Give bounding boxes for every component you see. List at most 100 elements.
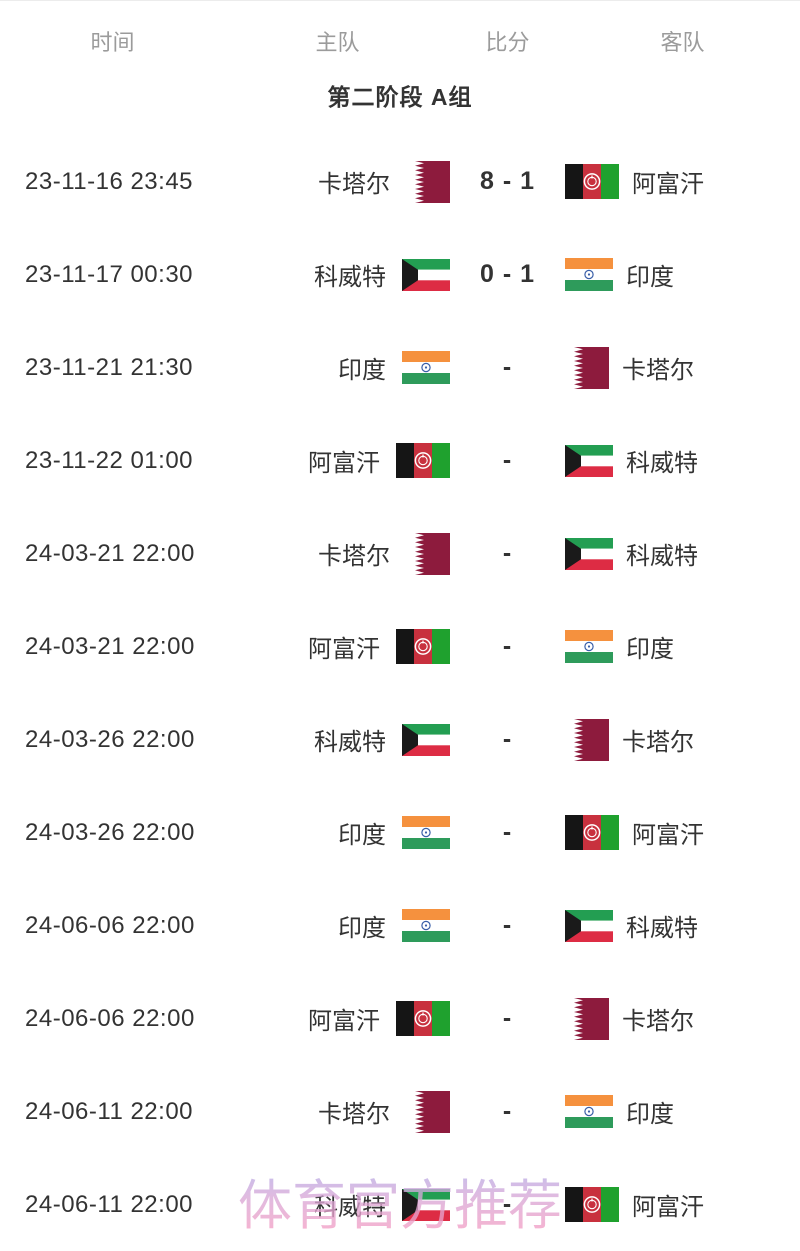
away-team: 阿富汗 [565,815,800,850]
qatar-flag-icon [565,346,609,389]
column-header-time: 时间 [90,30,135,55]
home-team: 卡塔尔 [225,532,450,575]
column-header-score: 比分 [485,30,530,55]
away-team: 卡塔尔 [565,718,800,761]
match-time: 24-06-06 22:00 [25,1004,195,1032]
kuwait-flag-icon [402,723,450,756]
home-team-name: 阿富汗 [308,450,380,477]
match-row[interactable]: 23-11-21 21:30 印度 - 卡塔尔 [0,321,800,414]
home-team: 卡塔尔 [225,1090,450,1133]
match-score: 0 - 1 [479,260,536,288]
match-time: 23-11-21 21:30 [25,353,194,381]
away-team-name: 印度 [626,1101,674,1128]
match-row[interactable]: 23-11-16 23:45 卡塔尔 8 - 1 阿富汗 [0,135,800,228]
away-team: 卡塔尔 [565,346,800,389]
home-team-name: 阿富汗 [308,636,380,663]
away-team-name: 科威特 [626,915,698,942]
india-flag-icon [402,351,450,384]
away-team-name: 阿富汗 [632,822,704,849]
match-row[interactable]: 24-03-26 22:00 印度 - 阿富汗 [0,786,800,879]
away-team: 印度 [565,629,800,664]
match-score: - [502,911,513,939]
home-team: 科威特 [225,722,450,757]
kuwait-flag-icon [565,537,613,570]
match-row[interactable]: 23-11-22 01:00 阿富汗 - 科威特 [0,414,800,507]
match-score: 8 - 1 [479,167,536,195]
away-team-name: 印度 [626,636,674,663]
qatar-flag-icon [406,532,450,575]
column-header-home: 主队 [315,30,360,55]
away-team: 科威特 [565,536,800,571]
away-team: 科威特 [565,443,800,478]
qatar-flag-icon [406,160,450,203]
afghanistan-flag-icon [396,629,450,664]
group-title: 第二阶段 A组 [327,84,473,110]
match-row[interactable]: 24-06-06 22:00 阿富汗 - 卡塔尔 [0,972,800,1065]
match-time: 24-03-21 22:00 [25,539,195,567]
match-row[interactable]: 24-03-21 22:00 阿富汗 - 印度 [0,600,800,693]
away-team-name: 卡塔尔 [622,729,694,756]
match-score: - [502,353,513,381]
match-time: 23-11-16 23:45 [25,167,194,195]
match-row[interactable]: 24-03-21 22:00 卡塔尔 - 科威特 [0,507,800,600]
home-team-name: 印度 [338,357,386,384]
match-row[interactable]: 24-06-06 22:00 印度 - 科威特 [0,879,800,972]
match-row[interactable]: 24-03-26 22:00 科威特 - 卡塔尔 [0,693,800,786]
home-team: 印度 [225,350,450,385]
home-team: 阿富汗 [225,629,450,664]
away-team-name: 印度 [626,264,674,291]
home-team: 阿富汗 [225,443,450,478]
match-score: - [502,1190,513,1218]
match-score: - [502,725,513,753]
qatar-flag-icon [565,997,609,1040]
afghanistan-flag-icon [396,443,450,478]
home-team-name: 科威特 [314,729,386,756]
home-team-name: 卡塔尔 [318,1101,390,1128]
away-team: 卡塔尔 [565,997,800,1040]
match-time: 24-06-06 22:00 [25,911,195,939]
home-team-name: 卡塔尔 [318,543,390,570]
away-team-name: 卡塔尔 [622,1008,694,1035]
match-row[interactable]: 24-06-11 22:00 卡塔尔 - 印度 [0,1065,800,1158]
kuwait-flag-icon [565,444,613,477]
home-team: 阿富汗 [225,1001,450,1036]
home-team-name: 科威特 [314,1194,386,1221]
match-list: 23-11-16 23:45 卡塔尔 8 - 1 阿富汗 23-11-17 00… [0,135,800,1251]
india-flag-icon [565,1095,613,1128]
match-row[interactable]: 23-11-17 00:30 科威特 0 - 1 印度 [0,228,800,321]
away-team: 印度 [565,257,800,292]
home-team-name: 印度 [338,915,386,942]
qatar-flag-icon [406,1090,450,1133]
match-row[interactable]: 24-06-11 22:00 科威特 - 阿富汗 [0,1158,800,1251]
away-team-name: 卡塔尔 [622,357,694,384]
qatar-flag-icon [565,718,609,761]
match-time: 24-06-11 22:00 [25,1190,194,1218]
match-time: 23-11-22 01:00 [25,446,194,474]
away-team-name: 阿富汗 [632,1194,704,1221]
afghanistan-flag-icon [396,1001,450,1036]
home-team: 印度 [225,908,450,943]
home-team: 印度 [225,815,450,850]
away-team-name: 科威特 [626,450,698,477]
match-time: 24-03-26 22:00 [25,725,195,753]
kuwait-flag-icon [402,258,450,291]
home-team: 科威特 [225,257,450,292]
away-team-name: 科威特 [626,543,698,570]
afghanistan-flag-icon [565,1187,619,1222]
india-flag-icon [565,630,613,663]
away-team: 科威特 [565,908,800,943]
away-team: 阿富汗 [565,1187,800,1222]
kuwait-flag-icon [402,1188,450,1221]
match-score: - [502,539,513,567]
home-team: 科威特 [225,1187,450,1222]
home-team-name: 科威特 [314,264,386,291]
india-flag-icon [565,258,613,291]
home-team-name: 阿富汗 [308,1008,380,1035]
afghanistan-flag-icon [565,815,619,850]
home-team: 卡塔尔 [225,160,450,203]
home-team-name: 卡塔尔 [318,171,390,198]
match-score: - [502,818,513,846]
match-time: 24-03-26 22:00 [25,818,195,846]
match-time: 23-11-17 00:30 [25,260,194,288]
